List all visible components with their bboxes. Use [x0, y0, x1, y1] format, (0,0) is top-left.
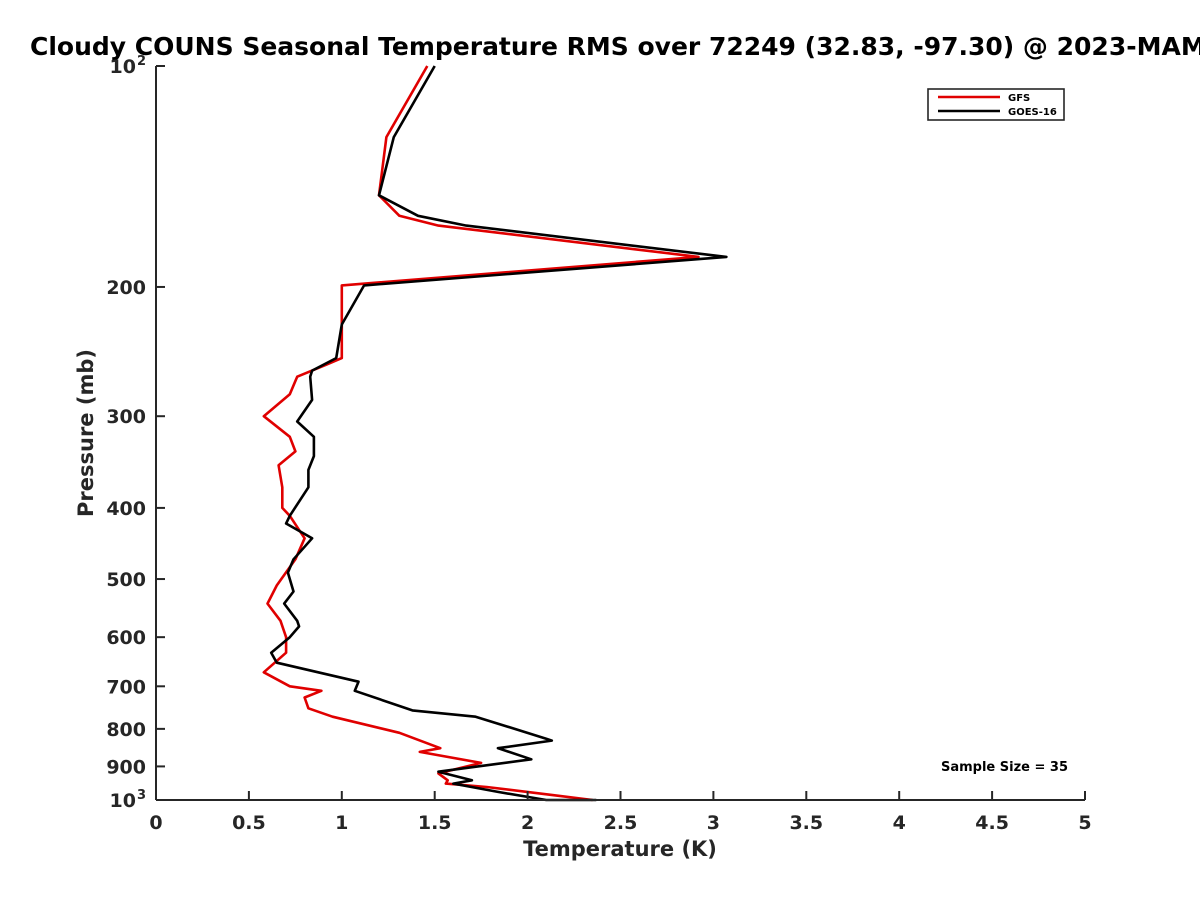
x-tick-label: 2 — [521, 812, 534, 834]
x-tick-label: 4 — [893, 812, 906, 834]
y-tick-exponent: 2 — [137, 54, 146, 69]
plot-lines — [262, 65, 728, 802]
legend-entry: GFS — [1008, 93, 1030, 104]
y-tick-label: 10 — [110, 790, 136, 812]
legend-box — [927, 88, 1065, 121]
x-tick-label: 5 — [1078, 812, 1091, 834]
y-tick-label: 900 — [106, 756, 146, 778]
x-tick-label: 1 — [335, 812, 348, 834]
x-tick-label: 0.5 — [232, 812, 266, 834]
chart-title: Cloudy COUNS Seasonal Temperature RMS ov… — [30, 32, 1200, 61]
x-tick-label: 0 — [149, 812, 162, 834]
y-tick-label: 700 — [106, 676, 146, 698]
y-tick-label: 300 — [106, 406, 146, 428]
y-tick-label: 800 — [106, 719, 146, 741]
series-line-gfs — [262, 65, 700, 802]
y-axis-label: Pressure (mb) — [74, 349, 98, 517]
axes — [155, 66, 1085, 801]
y-tick-label: 200 — [106, 277, 146, 299]
series-line-goes-16 — [269, 65, 728, 802]
x-tick-label: 3 — [707, 812, 720, 834]
x-axis-label: Temperature (K) — [523, 837, 717, 861]
y-tick-label: 10 — [110, 56, 136, 78]
x-tick-label: 1.5 — [418, 812, 452, 834]
y-tick-exponent: 3 — [137, 788, 146, 803]
sample-size-annotation: Sample Size = 35 — [941, 760, 1068, 775]
x-tick-label: 4.5 — [975, 812, 1009, 834]
x-tick-label: 2.5 — [604, 812, 638, 834]
legend-entry: GOES-16 — [1008, 107, 1057, 118]
y-tick-label: 400 — [106, 498, 146, 520]
legend: GFS GOES-16 — [927, 88, 1065, 121]
y-tick-label: 600 — [106, 627, 146, 649]
y-tick-label: 500 — [106, 569, 146, 591]
x-axis-ticks: 0 0.5 1 1.5 2 2.5 3 3.5 4 4.5 5 — [149, 791, 1092, 834]
x-tick-label: 3.5 — [789, 812, 823, 834]
